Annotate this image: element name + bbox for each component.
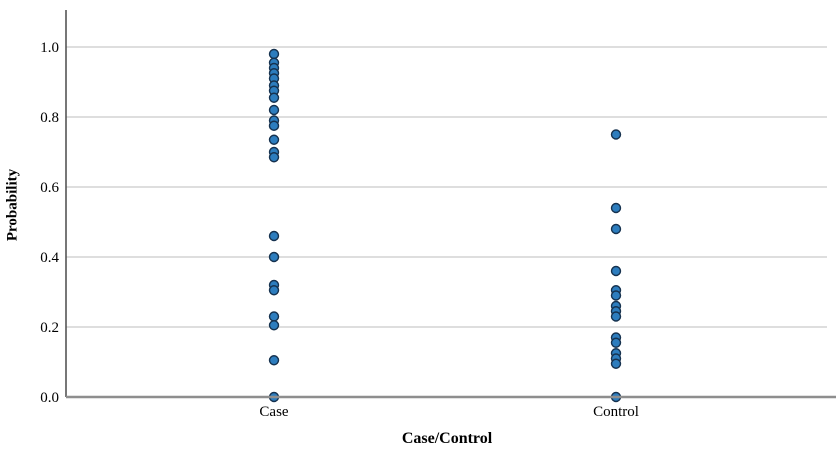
y-axis-title-text: Probability <box>4 168 21 242</box>
data-point[interactable] <box>268 230 280 242</box>
data-point[interactable] <box>268 120 280 131</box>
data-point[interactable] <box>268 104 280 116</box>
data-point[interactable] <box>610 129 622 140</box>
y-tick-label: 0.0 <box>40 390 59 406</box>
data-point[interactable] <box>268 152 280 163</box>
y-tick-label: 0.8 <box>40 110 59 126</box>
data-point[interactable] <box>610 290 622 301</box>
x-category-label: Control <box>593 404 639 420</box>
data-point[interactable] <box>268 48 280 60</box>
data-point[interactable] <box>268 92 280 103</box>
x-category-label: Case <box>259 404 289 420</box>
y-tick-label: 0.6 <box>40 180 59 196</box>
data-point[interactable] <box>268 320 280 331</box>
data-point[interactable] <box>268 311 280 322</box>
data-point[interactable] <box>268 134 280 145</box>
data-point[interactable] <box>610 265 622 277</box>
x-axis-title: Case/Control <box>401 430 493 447</box>
data-point[interactable] <box>610 202 622 214</box>
data-point[interactable] <box>610 223 622 235</box>
data-point[interactable] <box>610 337 622 348</box>
data-point[interactable] <box>268 355 280 366</box>
data-point[interactable] <box>268 285 280 296</box>
data-point[interactable] <box>268 251 280 263</box>
y-tick-label: 0.2 <box>40 320 59 336</box>
y-tick-label: 0.4 <box>40 250 59 266</box>
y-tick-label: 1.0 <box>40 40 59 56</box>
data-point[interactable] <box>610 311 622 322</box>
data-point[interactable] <box>610 358 622 369</box>
